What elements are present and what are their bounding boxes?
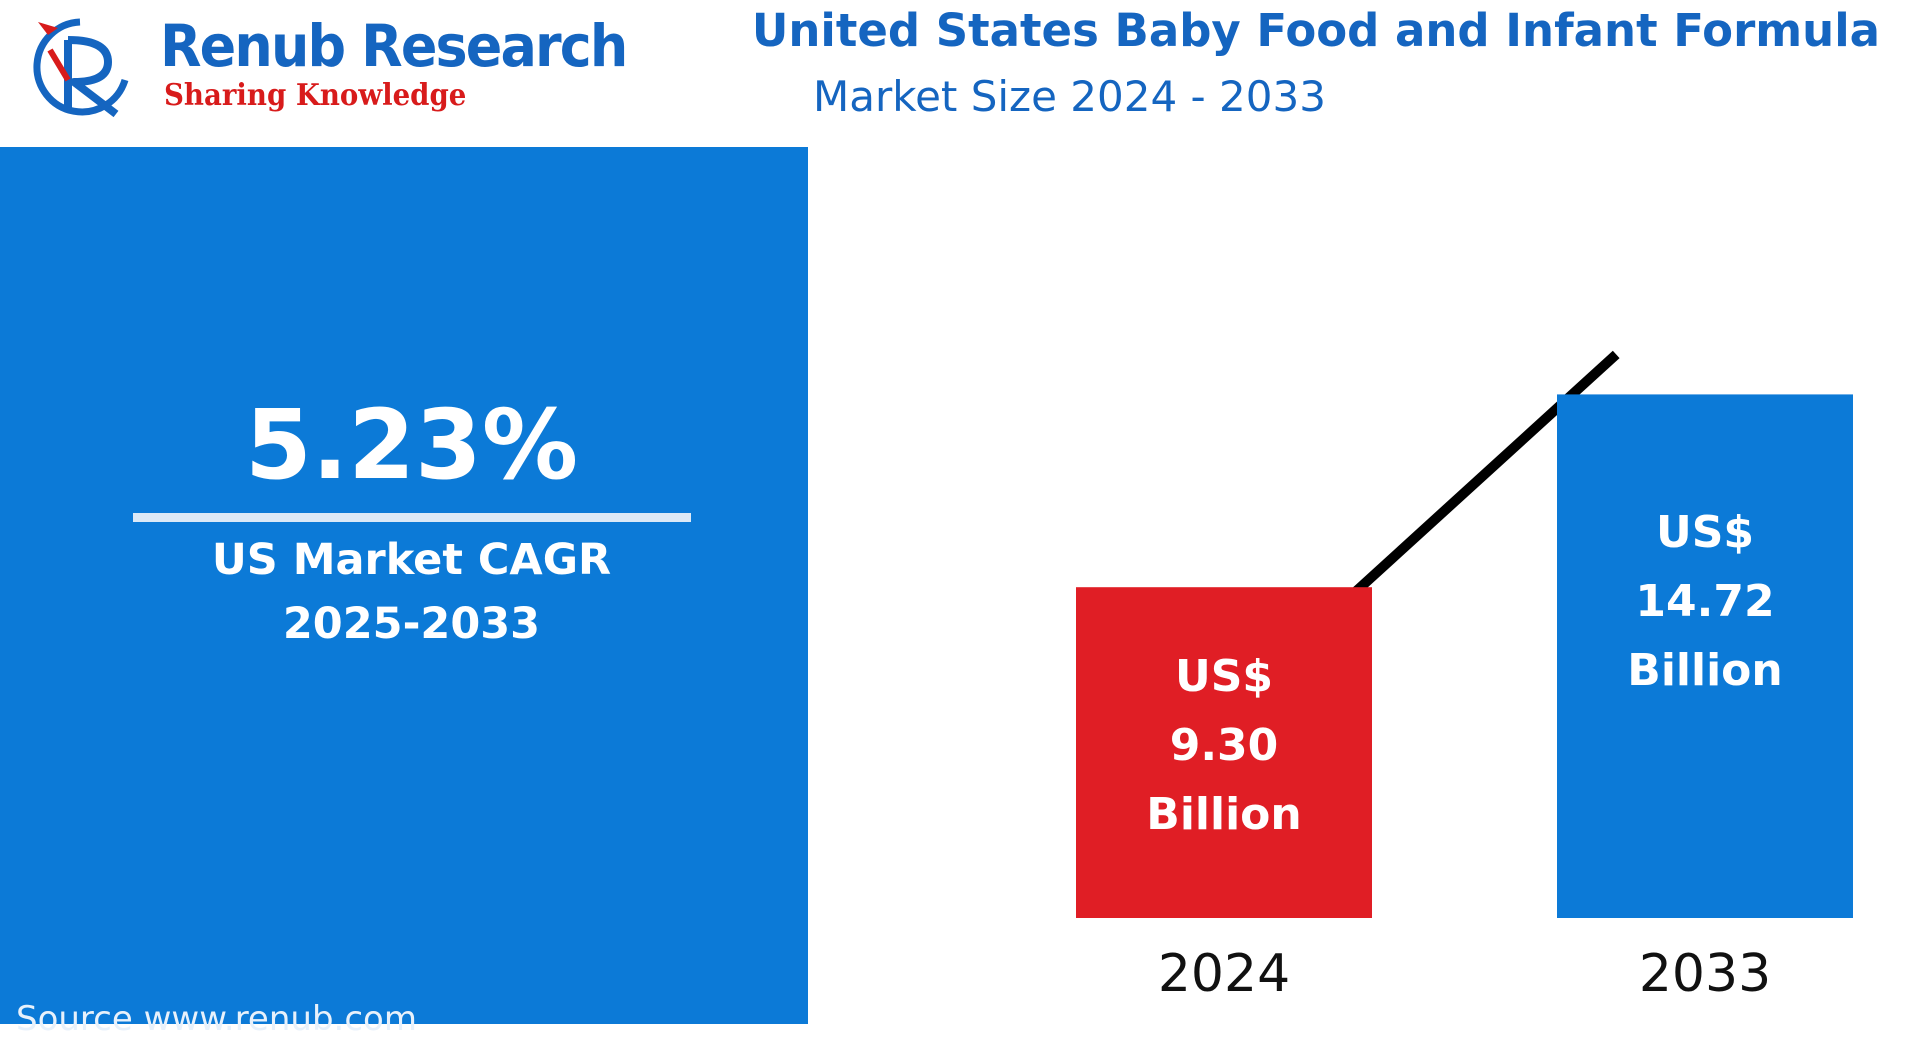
market-size-chart: US$ 9.30 Billion 2024 US$ 14.72 Billion 2033 bbox=[1076, 350, 1853, 1004]
data-label-2024-line1: US$ bbox=[1175, 651, 1273, 702]
category-label-2024: 2024 bbox=[1158, 944, 1290, 1004]
cagr-label-line1: US Market CAGR bbox=[211, 535, 612, 585]
cagr-panel: 5.23% US Market CAGR 2025-2033 Source ww… bbox=[0, 147, 808, 1039]
data-label-2024-line3: Billion bbox=[1146, 789, 1301, 840]
chart-subtitle: Market Size 2024 - 2033 bbox=[813, 72, 1326, 121]
cagr-value: 5.23% bbox=[244, 389, 579, 501]
data-label-2033-line3: Billion bbox=[1627, 645, 1782, 696]
data-label-2033-line2: 14.72 bbox=[1635, 576, 1774, 627]
bar-2033 bbox=[1557, 394, 1853, 918]
data-label-2024-line2: 9.30 bbox=[1170, 720, 1279, 771]
brand-name: Renub Research bbox=[160, 12, 628, 80]
cagr-label-line2: 2025-2033 bbox=[282, 599, 541, 649]
brand-tagline: Sharing Knowledge bbox=[164, 78, 467, 113]
source-text: Source www.renub.com bbox=[16, 999, 417, 1039]
cagr-divider bbox=[133, 513, 691, 522]
renub-r-logo-icon bbox=[33, 18, 129, 118]
chart-title: United States Baby Food and Infant Formu… bbox=[751, 4, 1880, 57]
bar-2024 bbox=[1076, 587, 1372, 918]
category-label-2033: 2033 bbox=[1639, 944, 1771, 1004]
header: Renub Research Sharing Knowledge United … bbox=[0, 0, 1920, 147]
data-label-2033-line1: US$ bbox=[1656, 507, 1754, 558]
